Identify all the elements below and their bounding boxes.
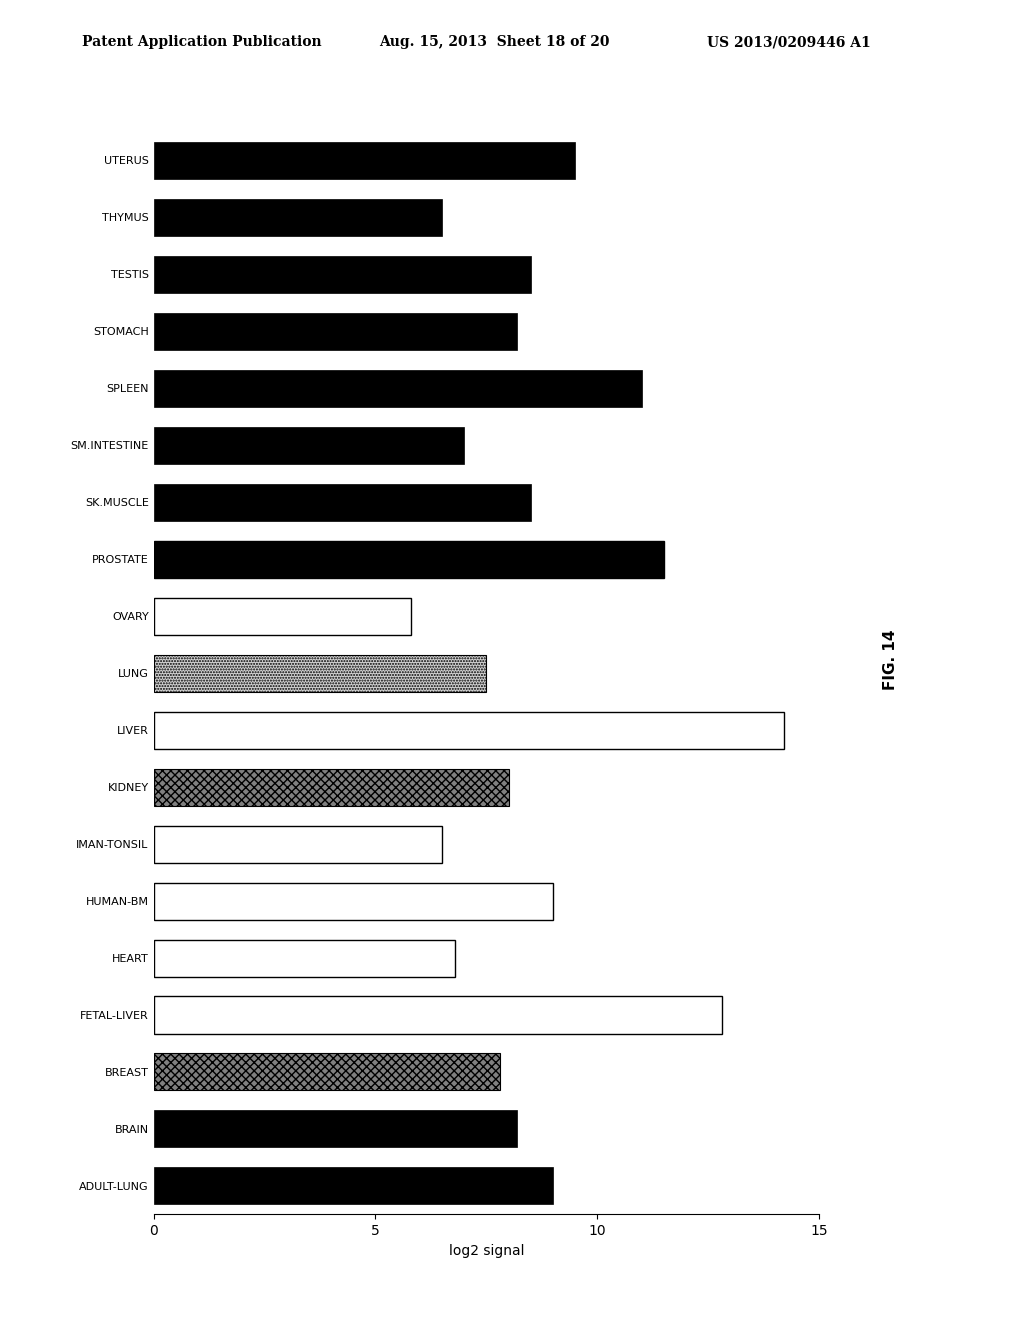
Bar <box>154 825 442 863</box>
Bar <box>154 711 783 748</box>
X-axis label: log2 signal: log2 signal <box>449 1243 524 1258</box>
Bar <box>154 313 517 350</box>
Bar <box>154 940 456 977</box>
Bar <box>154 143 575 180</box>
Bar <box>154 1053 500 1090</box>
Bar <box>154 541 664 578</box>
Text: Aug. 15, 2013  Sheet 18 of 20: Aug. 15, 2013 Sheet 18 of 20 <box>379 36 609 49</box>
Bar <box>154 768 509 805</box>
Text: Patent Application Publication: Patent Application Publication <box>82 36 322 49</box>
Bar <box>154 655 486 692</box>
Text: FIG. 14: FIG. 14 <box>884 630 898 690</box>
Bar <box>154 1167 553 1204</box>
Bar <box>154 484 530 521</box>
Bar <box>154 883 553 920</box>
Text: US 2013/0209446 A1: US 2013/0209446 A1 <box>707 36 870 49</box>
Bar <box>154 1110 517 1147</box>
Bar <box>154 256 530 293</box>
Bar <box>154 426 464 463</box>
Bar <box>154 997 722 1034</box>
Bar <box>154 199 442 236</box>
Bar <box>154 370 642 407</box>
Bar <box>154 598 411 635</box>
